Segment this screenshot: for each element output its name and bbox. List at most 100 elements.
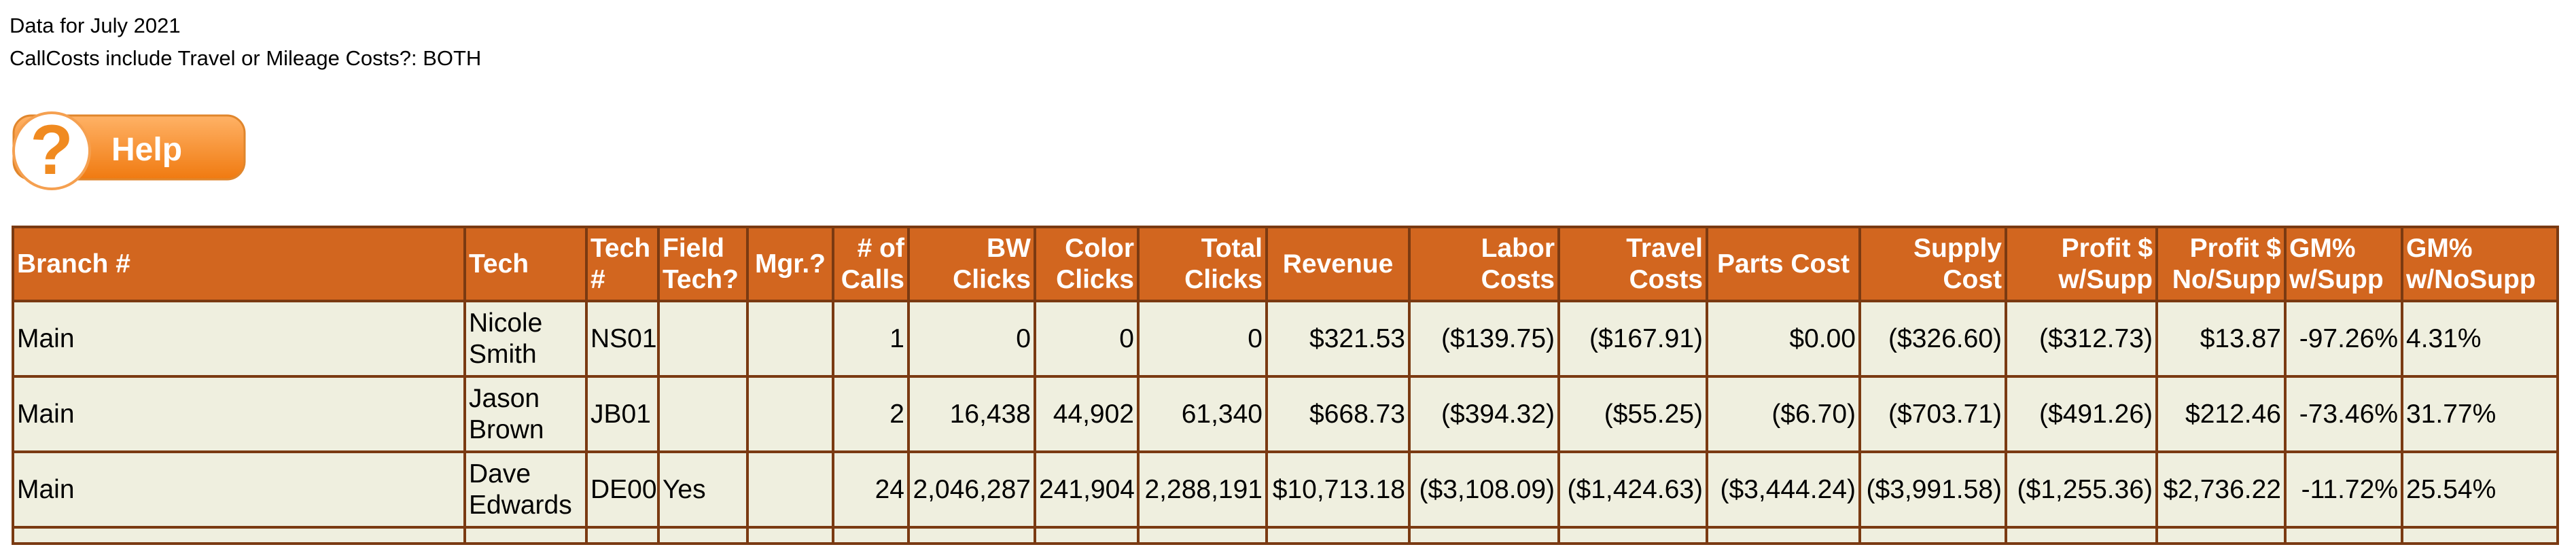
table-cell	[832, 526, 910, 545]
column-header: Supply Cost	[1858, 226, 2007, 302]
table-cell: ($167.91)	[1557, 300, 1708, 378]
table-cell: NS01	[585, 300, 660, 378]
table-cell	[1858, 526, 2007, 545]
table-cell	[585, 526, 660, 545]
table-cell: 0	[1137, 300, 1268, 378]
table-cell: DE00	[585, 450, 660, 529]
table-cell: Main	[12, 375, 466, 453]
table-cell	[907, 526, 1036, 545]
table-cell: -73.46%	[2284, 375, 2403, 453]
table-cell: ($6.70)	[1706, 375, 1861, 453]
table-cell: ($3,108.09)	[1408, 450, 1560, 529]
table-cell: 1	[832, 300, 910, 378]
table-cell	[2155, 526, 2287, 545]
table-row: Main Nicole Smith NS01 1 0 0 0 $321.53 ($139.75)…	[12, 300, 2559, 378]
help-label[interactable]: Help	[111, 132, 182, 168]
table-cell: 16,438	[907, 375, 1036, 453]
info-line: Data for July 2021	[10, 14, 181, 37]
column-header: Total Clicks	[1137, 226, 1268, 302]
table-cell: 2,288,191	[1137, 450, 1268, 529]
column-header: Color Clicks	[1034, 226, 1140, 302]
table-cell: Nicole Smith	[463, 300, 588, 378]
table-cell	[2284, 526, 2403, 545]
table-cell: Main	[12, 300, 466, 378]
column-header: BW Clicks	[907, 226, 1036, 302]
table-cell: 2,046,287	[907, 450, 1036, 529]
column-header: Travel Costs	[1557, 226, 1708, 302]
table-cell: $2,736.22	[2155, 450, 2287, 529]
table-cell	[1034, 526, 1140, 545]
table-row	[12, 526, 2559, 545]
table-cell	[746, 526, 834, 545]
table-cell: 2	[832, 375, 910, 453]
table-cell: ($3,991.58)	[1858, 450, 2007, 529]
column-header: Branch #	[12, 226, 466, 302]
table-cell: 0	[907, 300, 1036, 378]
table-cell	[657, 375, 749, 453]
table-cell: $668.73	[1265, 375, 1411, 453]
table-cell: JB01	[585, 375, 660, 453]
table-cell: ($394.32)	[1408, 375, 1560, 453]
table-cell	[1706, 526, 1861, 545]
table-cell: ($491.26)	[2005, 375, 2158, 453]
column-header: Labor Costs	[1408, 226, 1560, 302]
column-header: Tech #	[585, 226, 660, 302]
table-cell	[463, 526, 588, 545]
table-cell: 25.54%	[2401, 450, 2559, 529]
table-cell	[746, 300, 834, 378]
table-cell: 31.77%	[2401, 375, 2559, 453]
table-cell	[746, 450, 834, 529]
table-cell	[12, 526, 466, 545]
table-cell: 241,904	[1034, 450, 1140, 529]
table-cell	[1557, 526, 1708, 545]
column-header: Profit $ No/Supp	[2155, 226, 2287, 302]
table-cell: Dave Edwards	[463, 450, 588, 529]
table-row: Main Jason Brown JB01 2 16,438 44,902 61,340 $6…	[12, 375, 2559, 453]
table-cell	[657, 300, 749, 378]
column-header: Revenue	[1265, 226, 1411, 302]
table-cell	[2401, 526, 2559, 545]
column-header: Profit $ w/Supp	[2005, 226, 2158, 302]
table-cell	[746, 375, 834, 453]
table-cell: Jason Brown	[463, 375, 588, 453]
table-cell: $212.46	[2155, 375, 2287, 453]
table-cell	[1137, 526, 1268, 545]
table-cell: ($1,424.63)	[1557, 450, 1708, 529]
table-cell: -11.72%	[2284, 450, 2403, 529]
table-cell: -97.26%	[2284, 300, 2403, 378]
table-cell: $13.87	[2155, 300, 2287, 378]
column-header: GM% w/Supp	[2284, 226, 2403, 302]
table-cell: 44,902	[1034, 375, 1140, 453]
table-cell: 61,340	[1137, 375, 1268, 453]
table-cell	[657, 526, 749, 545]
table-cell	[1265, 526, 1411, 545]
help-button[interactable]: ? Help	[10, 109, 249, 193]
column-header: # of Calls	[832, 226, 910, 302]
table-cell: ($312.73)	[2005, 300, 2158, 378]
column-header: Parts Cost	[1706, 226, 1861, 302]
info-line: CallCosts include Travel or Mileage Cost…	[10, 46, 482, 70]
column-header: GM% w/NoSupp	[2401, 226, 2559, 302]
table-cell: ($3,444.24)	[1706, 450, 1861, 529]
table-row: Main Dave Edwards DE00 Yes 24 2,046,287 241,90…	[12, 450, 2559, 529]
table-cell: $321.53	[1265, 300, 1411, 378]
table-cell: Main	[12, 450, 466, 529]
table-cell	[2005, 526, 2158, 545]
table-cell: ($326.60)	[1858, 300, 2007, 378]
column-header: Tech	[463, 226, 588, 302]
table-cell: ($703.71)	[1858, 375, 2007, 453]
table-cell: $0.00	[1706, 300, 1861, 378]
table-cell: 4.31%	[2401, 300, 2559, 378]
table-cell: 24	[832, 450, 910, 529]
table-cell: $10,713.18	[1265, 450, 1411, 529]
svg-text:?: ?	[30, 111, 73, 190]
data-table: Branch # Tech Tech # Field Tech? Mgr.? # of C…	[12, 226, 2559, 545]
column-header: Field Tech?	[657, 226, 749, 302]
table-cell: Yes	[657, 450, 749, 529]
table-cell: ($55.25)	[1557, 375, 1708, 453]
table-cell: 0	[1034, 300, 1140, 378]
table-cell: ($1,255.36)	[2005, 450, 2158, 529]
table-cell: ($139.75)	[1408, 300, 1560, 378]
table-cell	[1408, 526, 1560, 545]
